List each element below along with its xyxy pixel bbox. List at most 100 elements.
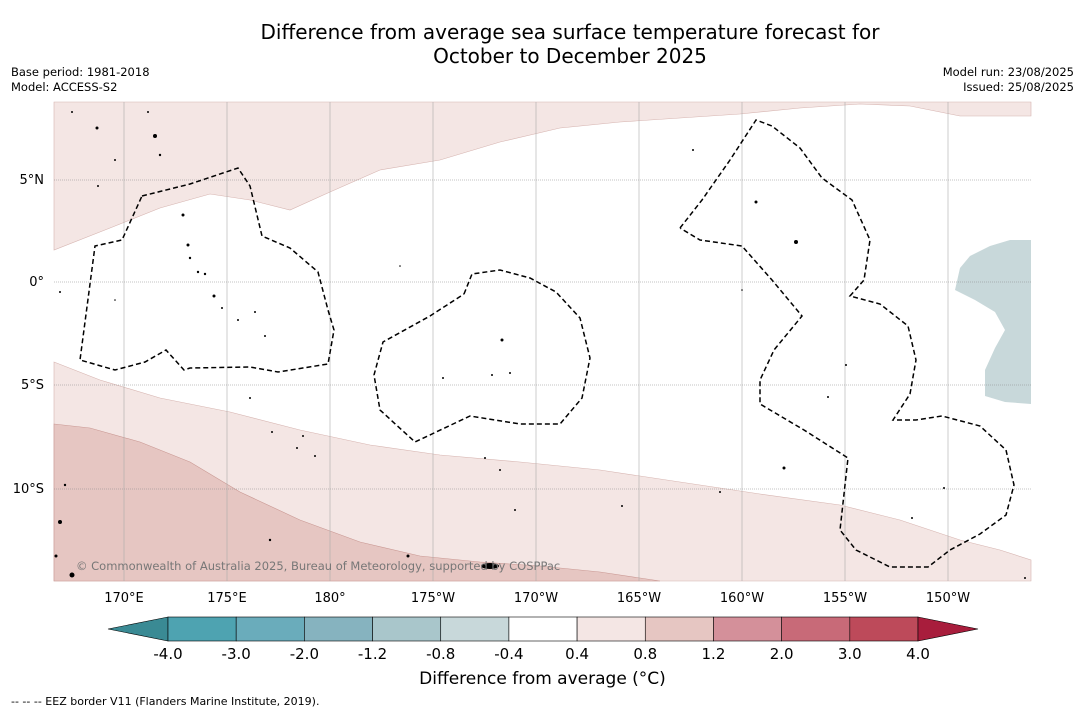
title-line-2: October to December 2025 [433,44,707,68]
colorbar-tick-label: -1.2 [358,645,387,663]
island [399,265,401,267]
island [692,149,694,151]
island [719,491,721,493]
island [827,396,829,398]
colorbar-tick-label: 2.0 [770,645,794,663]
island [249,397,251,399]
warm-anomaly-north [53,101,1032,251]
island [621,505,623,507]
colorbar-tick-label: -2.0 [290,645,319,663]
lon-label: 170°W [514,591,558,606]
island [97,185,99,187]
colorbar-tick-label: -0.4 [494,645,523,663]
island [71,111,73,113]
island [406,554,410,558]
colorbar-segment [849,616,919,642]
island [741,289,743,291]
island [500,338,504,342]
colorbar-segment [235,616,305,642]
island [514,509,516,511]
colorbar-tick-label: 0.8 [633,645,657,663]
colorbar-segment [781,616,851,642]
island [63,483,67,487]
lon-label: 155°W [823,591,867,606]
island [264,335,266,337]
island [943,487,945,489]
island [95,126,99,130]
colorbar-segment [304,616,373,642]
issued-date: Issued: 25/08/2025 [963,80,1074,94]
model-run: Model run: 23/08/2025 [942,65,1074,79]
island [754,200,758,204]
colorbar-segment [372,616,442,642]
lat-label: 5°N [20,173,45,188]
lon-label: 175°W [411,591,455,606]
eez-border-line-islands [679,119,1015,568]
metadata-right: Model run: 23/08/2025 Issued: 25/08/2025 [943,65,1074,95]
island [203,272,207,276]
island [911,517,913,519]
map-panel: © Commonwealth of Australia 2025, Bureau… [53,101,1032,582]
colorbar-segment [508,616,578,642]
colorbar-tick-label: -0.8 [426,645,455,663]
lat-label: 10°S [13,482,44,497]
island [237,319,239,321]
island [69,572,75,578]
colorbar-segment [167,616,237,642]
island [221,307,223,309]
cool-anomaly-east [955,240,1031,404]
metadata-left: Base period: 1981-2018 Model: ACCESS-S2 [11,65,150,95]
island [491,374,493,376]
island [212,294,216,298]
colorbar-extend-low [107,616,169,642]
island [59,291,61,293]
island [314,455,316,457]
lon-label: 150°W [926,591,970,606]
colorbar-tick-label: -4.0 [153,645,182,663]
lon-label: 165°W [617,591,661,606]
island [499,469,501,471]
colorbar-title: Difference from average (°C) [419,669,666,689]
gridlines [54,179,1031,490]
copyright-notice: © Commonwealth of Australia 2025, Bureau… [76,559,560,573]
islands [54,111,1026,579]
island [484,457,486,459]
island [188,256,192,260]
base-period: Base period: 1981-2018 [11,65,150,79]
island [58,520,62,524]
meridians [123,102,949,581]
island [845,364,847,366]
lat-label: 0° [29,275,44,290]
latitude-labels: 5°N 0° 5°S 10°S [13,173,44,497]
eez-borders [79,119,1015,568]
colorbar-tick-label: 1.2 [702,645,726,663]
colorbar [107,616,979,642]
lon-label: 180° [314,591,345,606]
colorbar-tick-label: -3.0 [222,645,251,663]
colorbar-segment [440,616,510,642]
colorbar-tick-label: 4.0 [906,645,930,663]
colorbar-tick-label: 0.4 [565,645,589,663]
colorbar-segment [576,616,646,642]
map-title: Difference from average sea surface temp… [0,20,1085,68]
island [114,159,116,161]
lat-label: 5°S [21,378,44,393]
eez-border-kiribati-gilbert [79,167,335,373]
island [196,270,200,274]
island [296,447,298,449]
lon-label: 175°E [207,591,247,606]
island [782,466,786,470]
title-line-1: Difference from average sea surface temp… [260,20,880,44]
eez-legend-note: -- -- -- EEZ border V11 (Flanders Marine… [11,695,320,708]
colorbar-extend-high [917,616,979,642]
island [114,299,116,301]
lon-label: 170°E [104,591,144,606]
island [302,435,304,437]
island [794,240,798,244]
island [147,111,149,113]
island [54,554,58,558]
island [186,243,190,247]
island [442,377,444,379]
colorbar-tick-labels: -4.0 -3.0 -2.0 -1.2 -0.8 -0.4 0.4 0.8 1.2 2.0 3.0 4… [153,645,930,663]
